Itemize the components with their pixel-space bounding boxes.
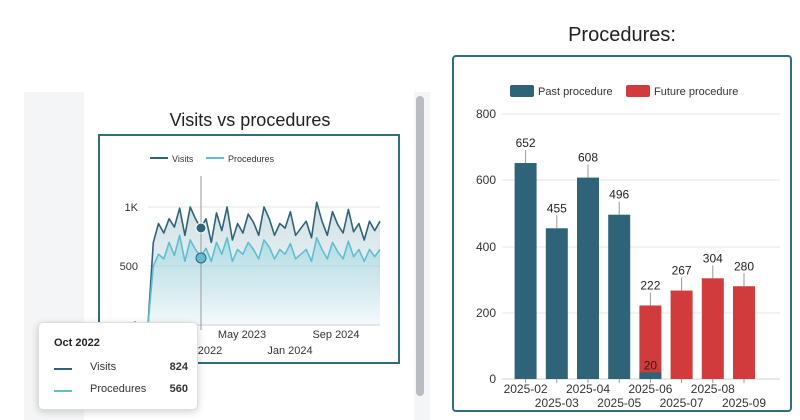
bar-future-2025-06[interactable]	[639, 305, 662, 379]
y-tick-label: 500	[120, 261, 138, 273]
bar-value-label: 222	[640, 278, 660, 292]
legend-future-swatch	[626, 85, 650, 97]
procedures-series-line[interactable]	[147, 234, 381, 326]
x-tick-label: 2025-03	[535, 396, 579, 410]
y-tick-label: 200	[476, 306, 496, 320]
bar-value-label: 652	[516, 136, 536, 150]
bar-future-2025-08[interactable]	[701, 278, 724, 379]
y-tick-label: 400	[476, 240, 496, 254]
x-tick-label: 2025-09	[722, 396, 766, 410]
bar-past-2025-05[interactable]	[608, 214, 631, 379]
visits-series-line[interactable]	[147, 201, 381, 326]
legend-procedures-label[interactable]: Procedures	[228, 154, 275, 164]
bar-value-label: 496	[609, 188, 629, 202]
x-tick-label: 2025-04	[566, 382, 610, 396]
x-tick-label: 2025-06	[628, 382, 672, 396]
procedures-bar-chart[interactable]: Past procedure Future procedure 800 600 …	[454, 57, 790, 410]
bar-inner-label: 20	[644, 358, 658, 372]
x-tick-label: May 2023	[218, 329, 266, 341]
tooltip-procedures-label: Procedures	[90, 383, 147, 395]
bar-past-2025-03[interactable]	[545, 228, 568, 379]
x-tick-label: 2022	[198, 345, 222, 357]
vertical-scrollbar[interactable]	[414, 92, 426, 420]
bar-past-2025-06[interactable]	[639, 372, 662, 379]
bar-value-label: 280	[734, 259, 754, 273]
bar-past-2025-02[interactable]	[514, 163, 537, 379]
visits-hover-point[interactable]	[195, 222, 207, 234]
scrollbar-thumb[interactable]	[416, 96, 424, 396]
legend-past-label[interactable]: Past procedure	[538, 86, 613, 98]
bar-value-label: 455	[547, 201, 567, 215]
visits-chart-card: Visits Procedures 1K 500 0 May 2023 Sep …	[98, 134, 400, 364]
bar-future-2025-09[interactable]	[733, 286, 755, 379]
x-tick-label: 2025-05	[597, 396, 641, 410]
procedures-hover-point[interactable]	[195, 252, 207, 264]
x-tick-label: 2025-02	[504, 382, 548, 396]
tooltip-title: Oct 2022	[54, 337, 100, 349]
y-tick-label: 1K	[125, 202, 139, 214]
x-tick-label: Sep 2024	[312, 329, 359, 341]
legend-past-swatch	[510, 85, 534, 97]
tooltip-procedures-value: 560	[169, 383, 188, 395]
visits-procedures-line-chart[interactable]: Visits Procedures 1K 500 0 May 2023 Sep …	[100, 136, 398, 362]
visits-line-icon	[54, 368, 72, 370]
procedures-chart-title: Procedures:	[568, 24, 676, 46]
chart-tooltip: Oct 2022 Visits 824 Procedures 560	[38, 322, 198, 410]
bar-value-label: 608	[578, 151, 598, 165]
legend-future-label[interactable]: Future procedure	[654, 86, 738, 98]
x-tick-label: Jan 2024	[267, 345, 312, 357]
x-tick-label: 2025-08	[691, 382, 735, 396]
bar-future-2025-07[interactable]	[670, 290, 693, 379]
bar-past-2025-04[interactable]	[577, 177, 599, 379]
bar-value-label: 304	[703, 251, 723, 265]
tooltip-visits-label: Visits	[90, 361, 117, 373]
tooltip-row-procedures: Procedures 560	[54, 383, 188, 399]
visits-chart-title: Visits vs procedures	[169, 110, 331, 130]
procedures-chart-card: Past procedure Future procedure 800 600 …	[452, 55, 792, 412]
y-tick-label: 600	[476, 173, 496, 187]
tooltip-visits-value: 824	[169, 361, 188, 373]
bar-value-label: 267	[672, 264, 692, 278]
procedures-line-icon	[54, 390, 72, 392]
tooltip-row-visits: Visits 824	[54, 361, 188, 377]
y-tick-label: 800	[476, 107, 496, 121]
x-tick-label: 2025-07	[660, 396, 704, 410]
y-tick-label: 0	[489, 372, 496, 386]
legend-visits-label[interactable]: Visits	[172, 154, 194, 164]
